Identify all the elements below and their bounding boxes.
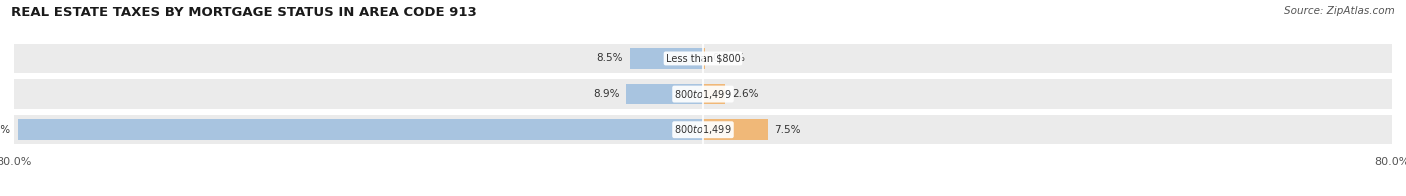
Text: 8.5%: 8.5% <box>596 54 623 64</box>
Bar <box>14 115 1392 144</box>
Bar <box>703 84 725 104</box>
Text: REAL ESTATE TAXES BY MORTGAGE STATUS IN AREA CODE 913: REAL ESTATE TAXES BY MORTGAGE STATUS IN … <box>11 6 477 19</box>
Bar <box>703 119 768 140</box>
Bar <box>17 119 703 140</box>
Text: Source: ZipAtlas.com: Source: ZipAtlas.com <box>1284 6 1395 16</box>
Text: $800 to $1,499: $800 to $1,499 <box>675 123 731 136</box>
Bar <box>14 44 1392 73</box>
Bar <box>630 48 703 69</box>
Text: Less than $800: Less than $800 <box>665 54 741 64</box>
Text: $800 to $1,499: $800 to $1,499 <box>675 88 731 101</box>
Bar <box>626 84 703 104</box>
Text: 8.9%: 8.9% <box>593 89 620 99</box>
Bar <box>703 48 706 69</box>
Text: 0.26%: 0.26% <box>711 54 745 64</box>
Bar <box>14 79 1392 109</box>
Text: 2.6%: 2.6% <box>733 89 759 99</box>
Text: 79.6%: 79.6% <box>0 125 11 135</box>
Text: 7.5%: 7.5% <box>775 125 801 135</box>
